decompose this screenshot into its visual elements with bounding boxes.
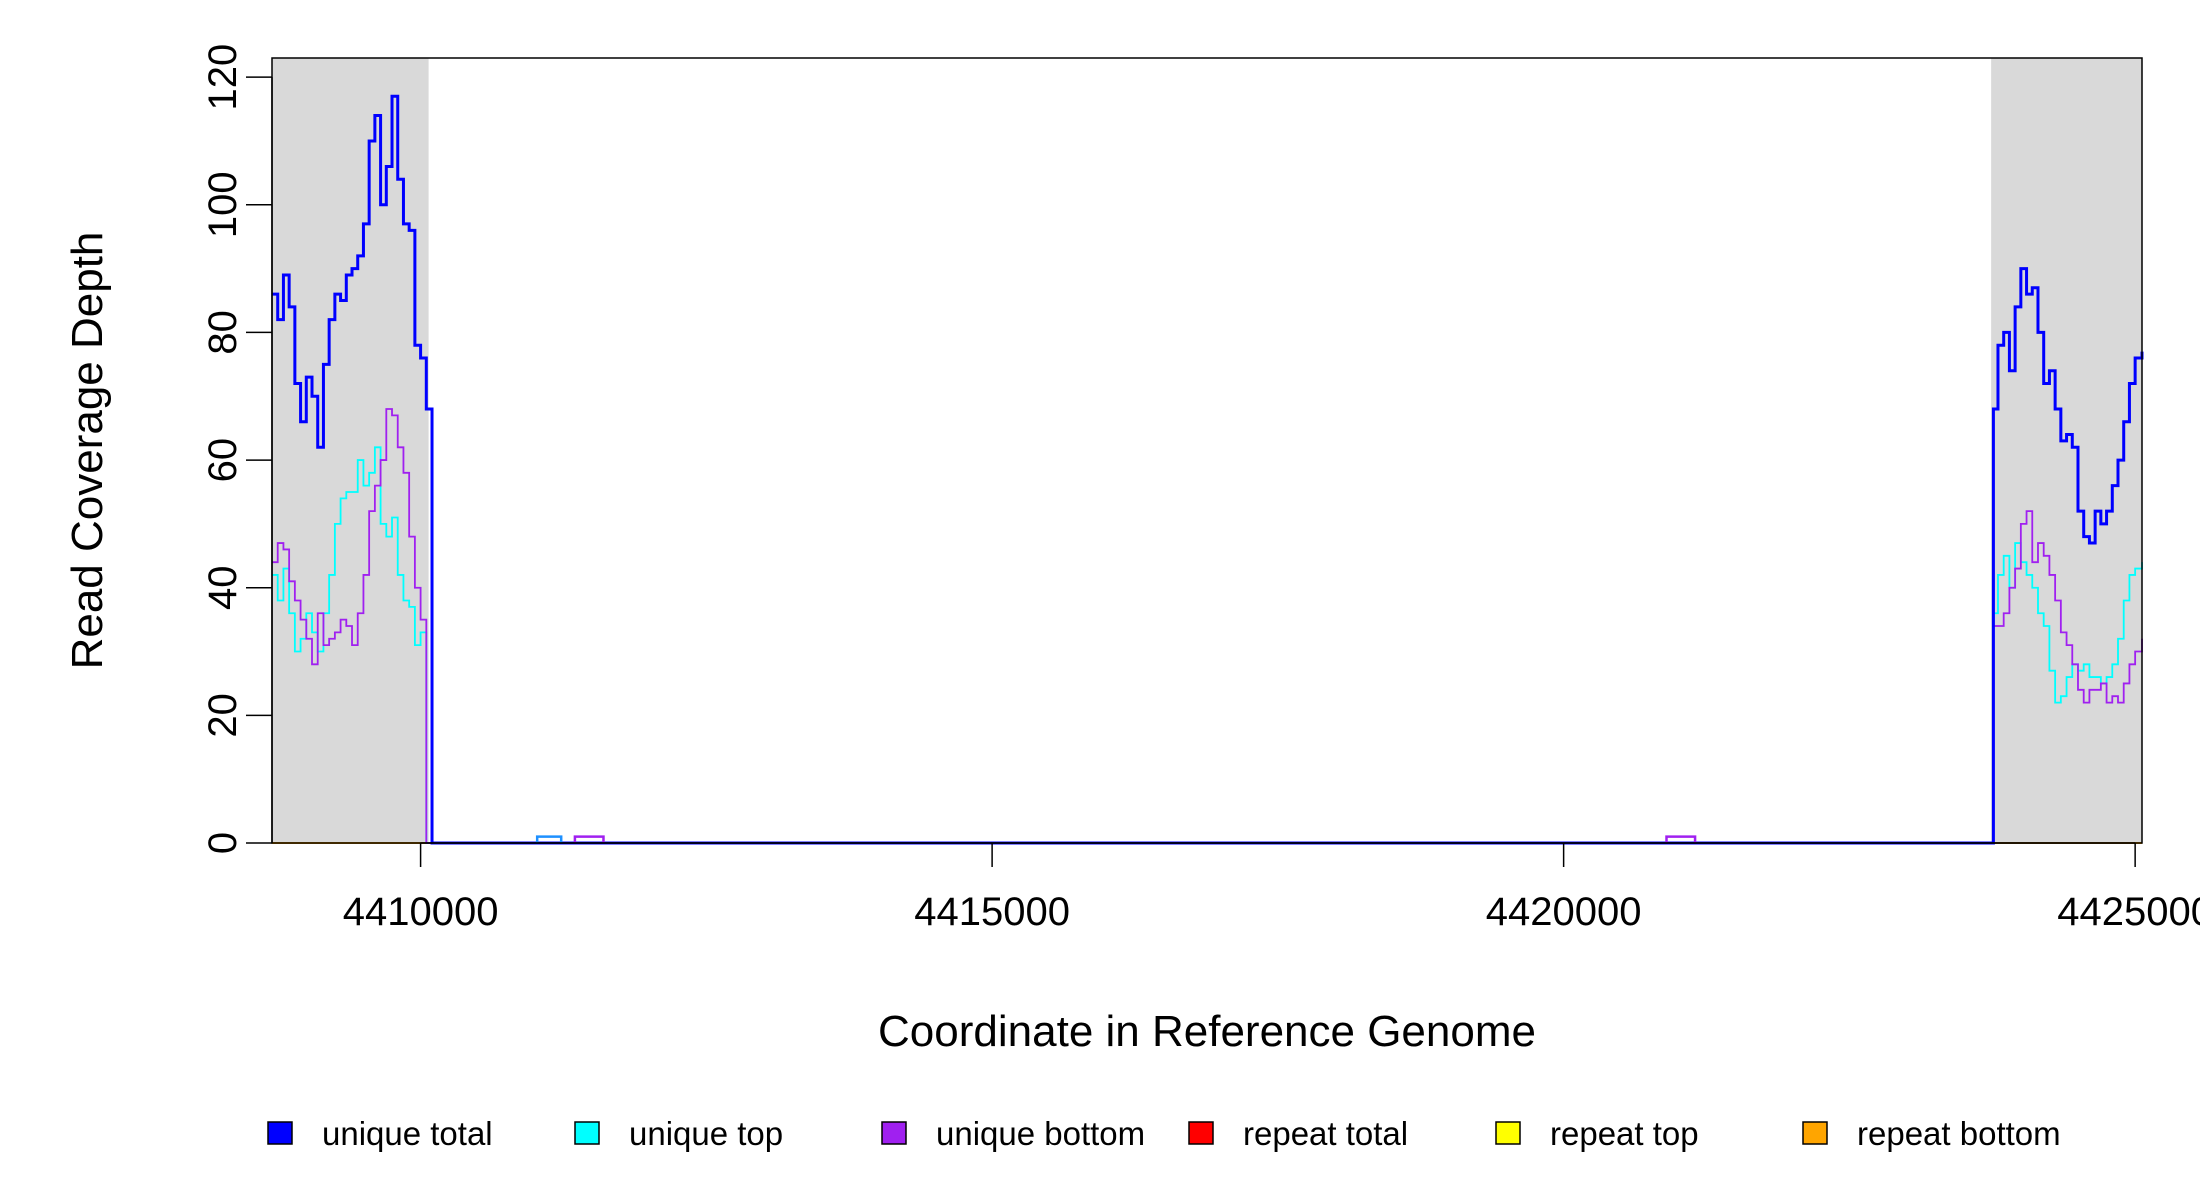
shaded-region-2 [1991,58,2142,843]
legend-label-unique-top: unique top [629,1115,783,1152]
legend-label-repeat-total: repeat total [1243,1115,1408,1152]
series-line-unique-total [272,94,2144,845]
y-tick-label: 0 [201,832,245,854]
series-lines [272,94,2144,845]
legend-swatch-unique-top [574,1121,600,1145]
y-axis: 0 20 40 60 80 100 120 [201,44,273,854]
x-tick-label: 4410000 [343,890,499,934]
legend-label-repeat-top: repeat top [1550,1115,1699,1152]
x-tick-label: 4420000 [1486,890,1642,934]
legend-swatch-unique-total [267,1121,293,1145]
x-tick-label: 4415000 [914,890,1070,934]
legend-label-repeat-bottom: repeat bottom [1857,1115,2061,1152]
plot-frame [271,57,2143,844]
legend-swatch-repeat-bottom [1802,1121,1828,1145]
y-tick-label: 60 [201,438,245,483]
x-axis: 4410000 4415000 4420000 4425000 [343,842,2200,934]
x-tick-label: 4425000 [2057,890,2200,934]
y-axis-title: Read Coverage Depth [63,232,112,670]
legend-swatch-repeat-top [1495,1121,1521,1145]
coverage-bump-2 [573,835,605,843]
series-line-unique-bottom [272,408,2143,844]
y-tick-label: 120 [201,44,245,111]
legend-swatch-repeat-total [1188,1121,1214,1145]
coverage-bump-1 [535,835,563,843]
y-tick-label: 40 [201,565,245,610]
legend-label-unique-bottom: unique bottom [936,1115,1145,1152]
x-axis-title: Coordinate in Reference Genome [878,1007,1536,1056]
shaded-region-1 [272,58,429,843]
shaded-regions [272,58,2142,843]
y-tick-label: 80 [201,310,245,355]
y-tick-label: 20 [201,693,245,738]
legend: unique total unique top unique bottom repea… [267,1115,2061,1152]
coverage-bump-3 [1665,835,1697,843]
legend-label-unique-total: unique total [322,1115,493,1152]
legend-swatch-unique-bottom [881,1121,907,1145]
series-line-unique-top [272,446,2143,844]
y-tick-label: 100 [201,171,245,238]
